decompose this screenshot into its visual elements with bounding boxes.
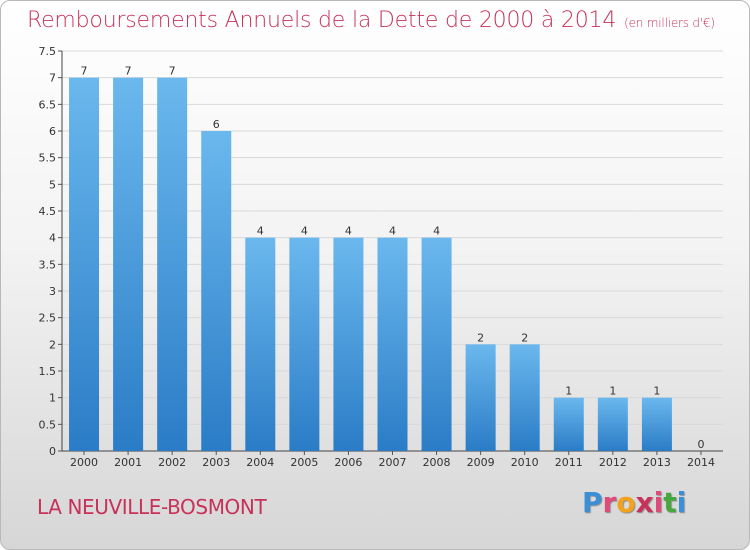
- bar: [553, 397, 584, 451]
- y-tick-label: 4: [49, 232, 56, 245]
- bar: [113, 77, 144, 452]
- y-tick-label: 2.5: [39, 312, 57, 325]
- bar-value-label: 4: [433, 225, 440, 238]
- bar-value-label: 4: [257, 225, 264, 238]
- logo-letter: r: [602, 486, 617, 519]
- proxiti-logo: Proxiti: [582, 486, 686, 519]
- bar-value-label: 2: [521, 331, 528, 344]
- bar-value-label: 7: [125, 65, 132, 78]
- bar: [245, 237, 276, 451]
- bar-value-label: 1: [565, 385, 572, 398]
- bar-value-label: 4: [345, 225, 352, 238]
- bar: [333, 237, 364, 451]
- bar: [465, 344, 496, 451]
- y-tick-label: 6: [49, 125, 56, 138]
- chart-title: Remboursements Annuels de la Dette de 20…: [27, 8, 715, 33]
- bar: [509, 344, 540, 451]
- logo-letter: o: [616, 486, 636, 519]
- bar: [69, 77, 100, 452]
- y-tick-label: 2: [49, 338, 56, 351]
- x-tick-label: 2014: [687, 456, 715, 469]
- chart-unit: (en milliers d'€): [624, 16, 715, 30]
- commune-name: LA NEUVILLE-BOSMONT: [37, 495, 267, 519]
- logo-letter: i: [676, 486, 687, 519]
- y-tick-label: 0: [49, 445, 56, 458]
- x-tick-label: 2006: [334, 456, 362, 469]
- y-tick-label: 7: [49, 72, 56, 85]
- y-tick-label: 4.5: [39, 205, 57, 218]
- x-tick-label: 2008: [423, 456, 451, 469]
- bar: [377, 237, 408, 451]
- bar-value-label: 0: [697, 438, 704, 451]
- bar-value-label: 4: [301, 225, 308, 238]
- x-tick-label: 2009: [467, 456, 495, 469]
- x-tick-label: 2003: [202, 456, 230, 469]
- x-tick-label: 2005: [290, 456, 318, 469]
- logo-letter: t: [663, 486, 677, 519]
- x-tick-label: 2002: [158, 456, 186, 469]
- bar-value-label: 2: [477, 331, 484, 344]
- y-tick-label: 3.5: [39, 258, 57, 271]
- y-tick-label: 3: [49, 285, 56, 298]
- y-tick-label: 1: [49, 392, 56, 405]
- x-tick-label: 2012: [599, 456, 627, 469]
- bar-value-label: 1: [609, 385, 616, 398]
- x-tick-label: 2013: [643, 456, 671, 469]
- y-tick-label: 5: [49, 178, 56, 191]
- logo-letter: P: [582, 486, 603, 519]
- bar: [641, 397, 672, 451]
- bar-value-label: 7: [81, 65, 88, 78]
- bar: [157, 77, 188, 452]
- bar-value-label: 6: [213, 118, 220, 131]
- bar-value-label: 7: [169, 65, 176, 78]
- bar: [597, 397, 628, 451]
- x-tick-label: 2004: [246, 456, 274, 469]
- logo-letter: x: [635, 486, 654, 519]
- x-tick-label: 2010: [511, 456, 539, 469]
- y-tick-label: 5.5: [39, 152, 57, 165]
- y-tick-label: 7.5: [39, 45, 57, 58]
- bar-value-label: 4: [389, 225, 396, 238]
- y-tick-label: 1.5: [39, 365, 57, 378]
- x-tick-label: 2007: [379, 456, 407, 469]
- y-tick-label: 0.5: [39, 418, 57, 431]
- x-tick-label: 2011: [555, 456, 583, 469]
- y-tick-label: 6.5: [39, 98, 57, 111]
- x-tick-label: 2001: [114, 456, 142, 469]
- logo-letter: i: [653, 486, 664, 519]
- bar: [421, 237, 452, 451]
- bar: [201, 131, 232, 451]
- x-tick-label: 2000: [70, 456, 98, 469]
- bar-value-label: 1: [653, 385, 660, 398]
- bar: [289, 237, 320, 451]
- chart-title-text: Remboursements Annuels de la Dette de 20…: [27, 8, 617, 33]
